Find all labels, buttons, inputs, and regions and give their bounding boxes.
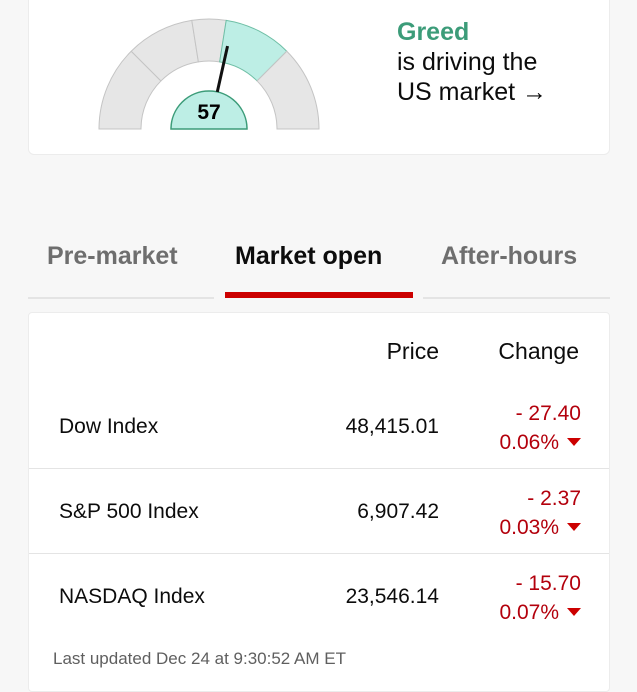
greed-label: Greed [397,18,470,46]
index-change: - 2.37 [527,487,581,510]
table-row[interactable]: NASDAQ Index 23,546.14 - 15.70 0.07% [29,555,609,640]
gauge-value: 57 [197,101,220,124]
index-price: 48,415.01 [345,415,439,438]
fear-greed-text[interactable]: Greed is driving the US market → [397,17,547,107]
gauge-segment [256,50,320,130]
fear-greed-card[interactable]: 57 Greed is driving the US market → [28,0,610,155]
down-triangle-icon [567,438,581,446]
tab-divider [423,297,610,299]
index-name: S&P 500 Index [59,500,199,523]
index-name: Dow Index [59,415,159,438]
change-header: Change [498,338,579,364]
market-table: Price Change Dow Index 48,415.01 - 27.40… [28,312,610,692]
index-price: 23,546.14 [345,585,439,608]
fear-greed-gauge: 57 [98,18,320,130]
index-price: 6,907.42 [357,500,439,523]
index-change: - 15.70 [515,572,581,595]
active-tab-indicator [225,292,413,298]
market-tabs: Pre-market Market open After-hours [28,236,610,300]
greed-line2: US market [397,78,516,106]
index-change-pct: 0.07% [499,601,559,624]
gauge-needle [215,45,230,93]
price-header: Price [386,338,439,364]
tab-market-open[interactable]: Market open [235,242,383,270]
tab-divider [28,297,214,299]
down-triangle-icon [567,523,581,531]
gauge-value-disk [170,90,248,130]
index-change: - 27.40 [515,402,581,425]
tab-pre-market[interactable]: Pre-market [47,242,178,270]
row-divider [29,468,609,469]
table-row[interactable]: S&P 500 Index 6,907.42 - 2.37 0.03% [29,470,609,555]
down-triangle-icon [567,608,581,616]
arrow-right-icon: → [522,78,548,106]
table-row[interactable]: Dow Index 48,415.01 - 27.40 0.06% [29,385,609,470]
greed-line1: is driving the [397,48,538,76]
index-change-pct: 0.03% [499,516,559,539]
index-name: NASDAQ Index [59,585,205,608]
index-change-pct: 0.06% [499,431,559,454]
row-divider [29,553,609,554]
last-updated: Last updated Dec 24 at 9:30:52 AM ET [53,649,346,668]
tab-after-hours[interactable]: After-hours [441,242,578,270]
